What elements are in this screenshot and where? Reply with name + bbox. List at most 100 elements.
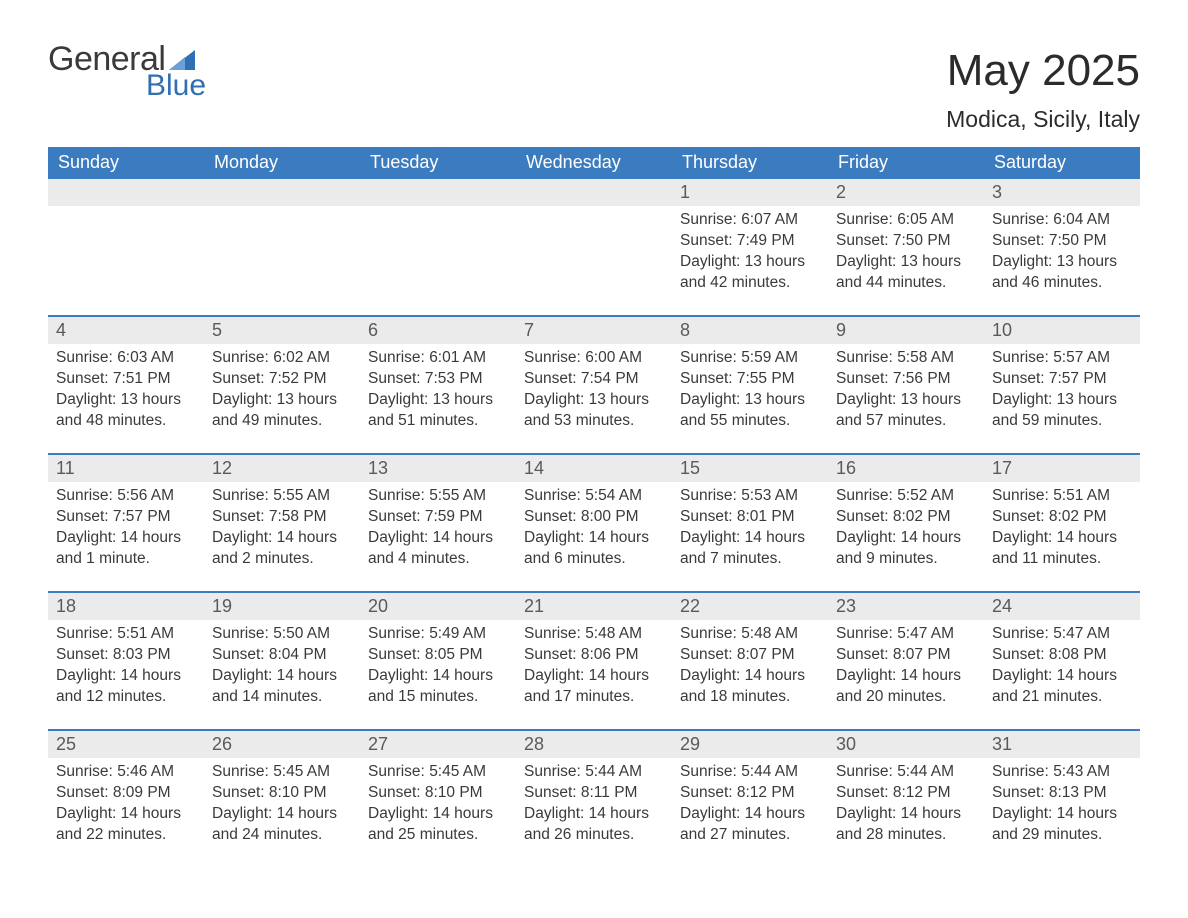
- calendar-header-row: SundayMondayTuesdayWednesdayThursdayFrid…: [48, 147, 1140, 179]
- day-number-row: 28: [516, 731, 672, 758]
- sunrise-value: 6:01 AM: [429, 349, 486, 366]
- sunrise-value: 5:50 AM: [273, 625, 330, 642]
- logo-word-blue: Blue: [146, 69, 206, 103]
- day-details: Sunrise: 6:04 AMSunset: 7:50 PMDaylight:…: [984, 206, 1140, 300]
- weekday-header: Wednesday: [516, 147, 672, 179]
- daylight-line: Daylight: 13 hours and 53 minutes.: [524, 390, 664, 432]
- calendar-day-cell: 10Sunrise: 5:57 AMSunset: 7:57 PMDayligh…: [984, 317, 1140, 453]
- sunset-value: 8:11 PM: [581, 784, 638, 801]
- sunrise-label: Sunrise:: [368, 763, 425, 780]
- calendar-day-cell: 14Sunrise: 5:54 AMSunset: 8:00 PMDayligh…: [516, 455, 672, 591]
- day-number-row: 9: [828, 317, 984, 344]
- calendar-day-cell: 20Sunrise: 5:49 AMSunset: 8:05 PMDayligh…: [360, 593, 516, 729]
- sunset-value: 7:53 PM: [425, 370, 483, 387]
- daylight-line: Daylight: 13 hours and 57 minutes.: [836, 390, 976, 432]
- daylight-line: Daylight: 13 hours and 51 minutes.: [368, 390, 508, 432]
- sunrise-label: Sunrise:: [524, 625, 581, 642]
- sunset-line: Sunset: 8:02 PM: [836, 507, 976, 528]
- month-year-title: May 2025: [946, 46, 1140, 96]
- sunrise-value: 6:00 AM: [585, 349, 642, 366]
- sunset-value: 8:07 PM: [893, 646, 951, 663]
- daylight-label: Daylight:: [680, 529, 740, 546]
- sunset-value: 7:59 PM: [425, 508, 483, 525]
- sunrise-line: Sunrise: 5:43 AM: [992, 762, 1132, 783]
- sunrise-value: 5:55 AM: [429, 487, 486, 504]
- sunrise-line: Sunrise: 5:47 AM: [836, 624, 976, 645]
- day-number-row: [204, 179, 360, 206]
- sunrise-line: Sunrise: 5:53 AM: [680, 486, 820, 507]
- sunset-label: Sunset:: [56, 784, 109, 801]
- day-number: 15: [680, 458, 700, 478]
- daylight-label: Daylight:: [836, 667, 896, 684]
- daylight-line: Daylight: 14 hours and 18 minutes.: [680, 666, 820, 708]
- sunrise-line: Sunrise: 5:55 AM: [368, 486, 508, 507]
- daylight-label: Daylight:: [56, 391, 116, 408]
- sunrise-label: Sunrise:: [992, 487, 1049, 504]
- location-subtitle: Modica, Sicily, Italy: [946, 106, 1140, 133]
- sunset-value: 8:10 PM: [425, 784, 483, 801]
- sunset-line: Sunset: 8:05 PM: [368, 645, 508, 666]
- daylight-label: Daylight:: [836, 253, 896, 270]
- daylight-label: Daylight:: [992, 391, 1052, 408]
- sunrise-line: Sunrise: 5:45 AM: [212, 762, 352, 783]
- daylight-label: Daylight:: [56, 529, 116, 546]
- sunset-label: Sunset:: [368, 508, 421, 525]
- daylight-label: Daylight:: [212, 805, 272, 822]
- day-number: 31: [992, 734, 1012, 754]
- calendar-day-cell: 2Sunrise: 6:05 AMSunset: 7:50 PMDaylight…: [828, 179, 984, 315]
- day-number-row: 7: [516, 317, 672, 344]
- sunrise-line: Sunrise: 5:49 AM: [368, 624, 508, 645]
- day-details: Sunrise: 5:59 AMSunset: 7:55 PMDaylight:…: [672, 344, 828, 438]
- day-details: Sunrise: 5:51 AMSunset: 8:03 PMDaylight:…: [48, 620, 204, 714]
- sunrise-line: Sunrise: 5:51 AM: [56, 624, 196, 645]
- calendar-day-cell: 17Sunrise: 5:51 AMSunset: 8:02 PMDayligh…: [984, 455, 1140, 591]
- daylight-label: Daylight:: [836, 391, 896, 408]
- sunset-label: Sunset:: [836, 232, 889, 249]
- day-number: 19: [212, 596, 232, 616]
- sunset-line: Sunset: 8:01 PM: [680, 507, 820, 528]
- calendar-day-cell: 18Sunrise: 5:51 AMSunset: 8:03 PMDayligh…: [48, 593, 204, 729]
- sunrise-line: Sunrise: 6:03 AM: [56, 348, 196, 369]
- calendar-day-cell: 5Sunrise: 6:02 AMSunset: 7:52 PMDaylight…: [204, 317, 360, 453]
- daylight-label: Daylight:: [992, 253, 1052, 270]
- sunset-line: Sunset: 8:03 PM: [56, 645, 196, 666]
- sunrise-label: Sunrise:: [56, 349, 113, 366]
- calendar-day-cell: 3Sunrise: 6:04 AMSunset: 7:50 PMDaylight…: [984, 179, 1140, 315]
- sunrise-label: Sunrise:: [836, 763, 893, 780]
- day-number: 22: [680, 596, 700, 616]
- sunset-value: 8:03 PM: [113, 646, 171, 663]
- daylight-line: Daylight: 14 hours and 29 minutes.: [992, 804, 1132, 846]
- calendar-day-cell: 16Sunrise: 5:52 AMSunset: 8:02 PMDayligh…: [828, 455, 984, 591]
- sunrise-label: Sunrise:: [836, 487, 893, 504]
- sunrise-line: Sunrise: 5:44 AM: [836, 762, 976, 783]
- sunrise-value: 5:52 AM: [897, 487, 954, 504]
- calendar-day-cell: 27Sunrise: 5:45 AMSunset: 8:10 PMDayligh…: [360, 731, 516, 867]
- day-details: Sunrise: 6:02 AMSunset: 7:52 PMDaylight:…: [204, 344, 360, 438]
- sunrise-label: Sunrise:: [368, 625, 425, 642]
- brand-logo: General Blue: [48, 40, 206, 103]
- sunrise-value: 6:02 AM: [273, 349, 330, 366]
- day-number-row: 1: [672, 179, 828, 206]
- day-details: Sunrise: 5:58 AMSunset: 7:56 PMDaylight:…: [828, 344, 984, 438]
- sunset-label: Sunset:: [524, 646, 577, 663]
- sunrise-line: Sunrise: 5:56 AM: [56, 486, 196, 507]
- sunrise-value: 5:55 AM: [273, 487, 330, 504]
- day-number-row: 31: [984, 731, 1140, 758]
- day-details: Sunrise: 5:45 AMSunset: 8:10 PMDaylight:…: [360, 758, 516, 852]
- sunrise-label: Sunrise:: [836, 349, 893, 366]
- sunset-line: Sunset: 8:10 PM: [212, 783, 352, 804]
- sunrise-line: Sunrise: 6:07 AM: [680, 210, 820, 231]
- weekday-header: Tuesday: [360, 147, 516, 179]
- day-number: 25: [56, 734, 76, 754]
- sunset-label: Sunset:: [680, 232, 733, 249]
- day-details: Sunrise: 5:55 AMSunset: 7:58 PMDaylight:…: [204, 482, 360, 576]
- sunset-value: 8:04 PM: [269, 646, 327, 663]
- sunset-label: Sunset:: [680, 646, 733, 663]
- sunrise-value: 5:59 AM: [741, 349, 798, 366]
- calendar-week-row: 25Sunrise: 5:46 AMSunset: 8:09 PMDayligh…: [48, 731, 1140, 867]
- day-details: Sunrise: 5:49 AMSunset: 8:05 PMDaylight:…: [360, 620, 516, 714]
- sunset-line: Sunset: 8:13 PM: [992, 783, 1132, 804]
- day-number-row: 3: [984, 179, 1140, 206]
- daylight-label: Daylight:: [680, 805, 740, 822]
- sunset-label: Sunset:: [524, 784, 577, 801]
